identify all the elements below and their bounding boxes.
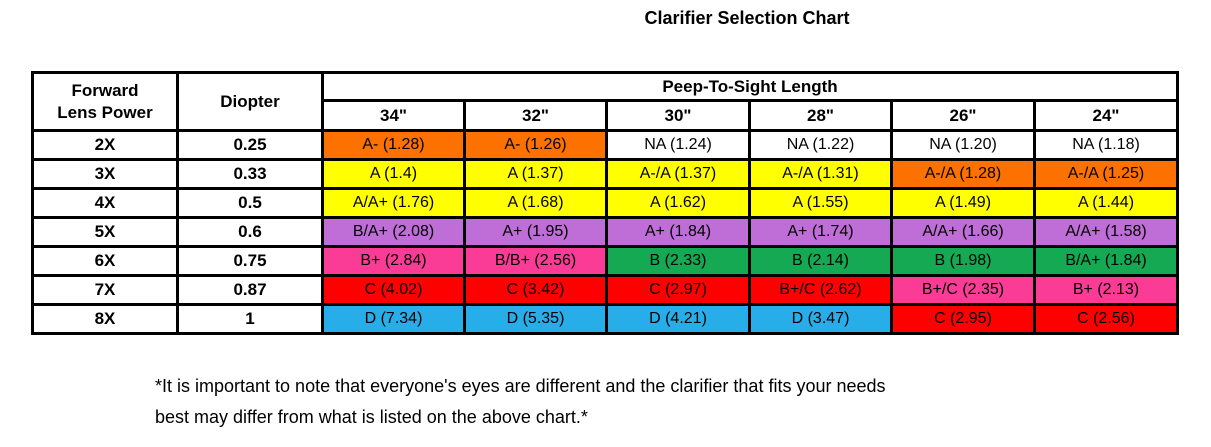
diopter-cell: 0.87 — [176, 274, 324, 306]
diopter-cell: 0.25 — [176, 129, 324, 161]
forward-lens-power-cell: 3X — [31, 158, 179, 190]
length-header-30: 30" — [605, 99, 751, 132]
clarifier-cell: C (2.97) — [605, 274, 751, 306]
clarifier-cell: A (1.37) — [463, 158, 608, 190]
clarifier-cell: B (1.98) — [890, 245, 1036, 277]
footnote-line-2: best may differ from what is listed on t… — [155, 407, 588, 427]
clarifier-cell: D (7.34) — [321, 303, 466, 335]
clarifier-cell: A+ (1.74) — [748, 216, 893, 248]
clarifier-cell: D (5.35) — [463, 303, 608, 335]
forward-lens-power-header-line1: Forward — [71, 81, 139, 101]
diopter-cell: 0.6 — [176, 216, 324, 248]
clarifier-cell: A/A+ (1.66) — [890, 216, 1036, 248]
table-header: Forward Lens Power Diopter Peep-To-Sight… — [31, 71, 1179, 132]
clarifier-cell: B+ (2.13) — [1033, 274, 1179, 306]
clarifier-cell: A (1.55) — [748, 187, 893, 219]
forward-lens-power-cell: 2X — [31, 129, 179, 161]
clarifier-cell: B+/C (2.35) — [890, 274, 1036, 306]
clarifier-cell: A-/A (1.28) — [890, 158, 1036, 190]
footnote: *It is important to note that everyone's… — [155, 371, 886, 433]
clarifier-cell: B/A+ (1.84) — [1033, 245, 1179, 277]
header-row-lengths: 34" 32" 30" 28" 26" 24" — [33, 99, 1179, 132]
clarifier-cell: A (1.62) — [605, 187, 751, 219]
length-header-34: 34" — [321, 99, 466, 132]
clarifier-cell: A- (1.26) — [463, 129, 608, 161]
clarifier-cell: A+ (1.95) — [463, 216, 608, 248]
diopter-cell: 0.33 — [176, 158, 324, 190]
table-row: 5X 0.6 B/A+ (2.08) A+ (1.95) A+ (1.84) A… — [31, 216, 1179, 248]
clarifier-cell: A/A+ (1.58) — [1033, 216, 1179, 248]
forward-lens-power-cell: 8X — [31, 303, 179, 335]
table-row: 4X 0.5 A/A+ (1.76) A (1.68) A (1.62) A (… — [31, 187, 1179, 219]
table-row: 7X 0.87 C (4.02) C (3.42) C (2.97) B+/C … — [31, 274, 1179, 306]
clarifier-cell: A (1.49) — [890, 187, 1036, 219]
header-row-group: Forward Lens Power Diopter Peep-To-Sight… — [31, 71, 1179, 132]
clarifier-cell: A+ (1.84) — [605, 216, 751, 248]
clarifier-cell: A-/A (1.25) — [1033, 158, 1179, 190]
clarifier-cell: A (1.4) — [321, 158, 466, 190]
clarifier-cell: NA (1.22) — [748, 129, 893, 161]
table-row: 3X 0.33 A (1.4) A (1.37) A-/A (1.37) A-/… — [31, 158, 1179, 190]
diopter-cell: 0.5 — [176, 187, 324, 219]
diopter-header: Diopter — [176, 71, 324, 132]
clarifier-cell: NA (1.20) — [890, 129, 1036, 161]
table-row: 2X 0.25 A- (1.28) A- (1.26) NA (1.24) NA… — [31, 129, 1179, 161]
forward-lens-power-header-line2: Lens Power — [57, 102, 153, 122]
clarifier-cell: B+ (2.84) — [321, 245, 466, 277]
clarifier-cell: A (1.44) — [1033, 187, 1179, 219]
diopter-cell: 1 — [176, 303, 324, 335]
clarifier-cell: C (2.95) — [890, 303, 1036, 335]
clarifier-cell: B (2.33) — [605, 245, 751, 277]
forward-lens-power-cell: 6X — [31, 245, 179, 277]
clarifier-cell: A (1.68) — [463, 187, 608, 219]
clarifier-cell: C (3.42) — [463, 274, 608, 306]
clarifier-cell: D (4.21) — [605, 303, 751, 335]
table-row: 6X 0.75 B+ (2.84) B/B+ (2.56) B (2.33) B… — [31, 245, 1179, 277]
clarifier-cell: A/A+ (1.76) — [321, 187, 466, 219]
length-header-28: 28" — [748, 99, 893, 132]
clarifier-cell: B+/C (2.62) — [748, 274, 893, 306]
clarifier-cell: A-/A (1.37) — [605, 158, 751, 190]
clarifier-selection-table: Forward Lens Power Diopter Peep-To-Sight… — [31, 71, 1179, 335]
forward-lens-power-cell: 4X — [31, 187, 179, 219]
forward-lens-power-cell: 7X — [31, 274, 179, 306]
clarifier-cell: NA (1.18) — [1033, 129, 1179, 161]
clarifier-cell: A-/A (1.31) — [748, 158, 893, 190]
clarifier-cell: C (4.02) — [321, 274, 466, 306]
forward-lens-power-cell: 5X — [31, 216, 179, 248]
clarifier-cell: B/A+ (2.08) — [321, 216, 466, 248]
diopter-cell: 0.75 — [176, 245, 324, 277]
length-header-26: 26" — [890, 99, 1036, 132]
clarifier-cell: A- (1.28) — [321, 129, 466, 161]
forward-lens-power-header: Forward Lens Power — [31, 71, 179, 132]
clarifier-cell: B/B+ (2.56) — [463, 245, 608, 277]
length-header-24: 24" — [1033, 99, 1179, 132]
footnote-line-1: *It is important to note that everyone's… — [155, 376, 886, 396]
page-title: Clarifier Selection Chart — [644, 8, 850, 28]
table-body: 2X 0.25 A- (1.28) A- (1.26) NA (1.24) NA… — [31, 129, 1179, 335]
clarifier-cell: NA (1.24) — [605, 129, 751, 161]
table-row: 8X 1 D (7.34) D (5.35) D (4.21) D (3.47)… — [31, 303, 1179, 335]
clarifier-cell: D (3.47) — [748, 303, 893, 335]
clarifier-cell: B (2.14) — [748, 245, 893, 277]
length-header-32: 32" — [463, 99, 608, 132]
clarifier-cell: C (2.56) — [1033, 303, 1179, 335]
peep-to-sight-length-header: Peep-To-Sight Length — [321, 71, 1179, 102]
